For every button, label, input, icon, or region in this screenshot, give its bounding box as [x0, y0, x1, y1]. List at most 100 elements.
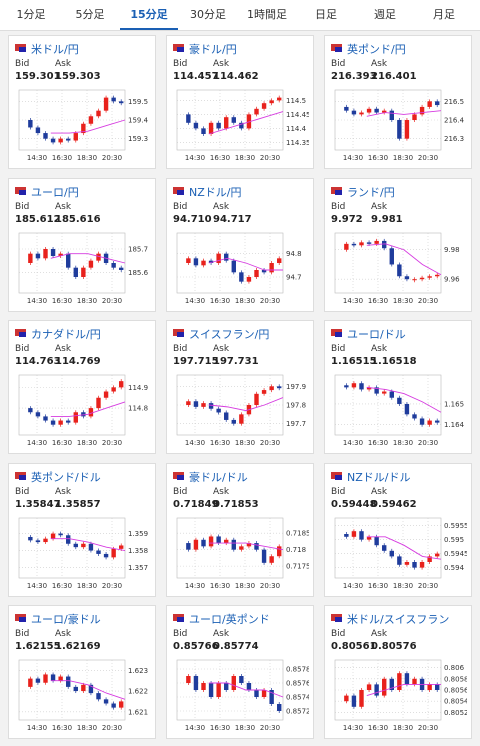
candle	[269, 262, 274, 272]
x-tick-label: 16:30	[210, 297, 230, 305]
candle	[246, 114, 252, 129]
rate-card[interactable]: NZドル/ドル Bid Ask 0.59448 0.59462 0.5955 0.595 0.…	[324, 462, 472, 597]
tab[interactable]: 1時間足	[247, 8, 287, 21]
mini-chart: 114.5 114.45 114.4 114.35 14:30 16:30 18:30 20:…	[176, 89, 309, 162]
mini-chart: 9.98 9.96 14:30 16:30 18:30 20:30	[334, 232, 460, 305]
tab[interactable]: 日足	[315, 8, 337, 21]
flag-icon	[177, 47, 184, 52]
tab[interactable]: 1分足	[16, 8, 46, 21]
pair-title[interactable]: ユーロ/豪ドル	[31, 613, 101, 626]
candle	[382, 110, 387, 113]
x-tick-label: 18:30	[235, 582, 255, 590]
plot-frame	[176, 89, 284, 151]
pair-title[interactable]: 豪ドル/円	[189, 43, 237, 56]
candle	[374, 240, 379, 244]
pair-title[interactable]: 英ポンド/ドル	[31, 470, 101, 484]
candle	[111, 703, 116, 708]
rate-card[interactable]: ユーロ/ドル Bid Ask 1.16515 1.16518 1.165 1.164 14:3…	[324, 320, 472, 454]
y-tick-label: 0.5955	[444, 522, 467, 530]
x-tick-label: 18:30	[393, 297, 413, 305]
flag-icon	[19, 189, 26, 195]
y-tick-label: 0.594	[444, 564, 465, 572]
pair-title[interactable]: 英ポンド/円	[347, 43, 406, 56]
rate-card[interactable]: 豪ドル/円 Bid Ask 114.457 114.462 114.5 114.45 114.…	[166, 35, 314, 169]
x-tick-label: 14:30	[185, 154, 205, 162]
plot-frame	[176, 659, 284, 721]
candle	[254, 542, 259, 550]
tab-bar: 1分足 5分足 15分足 30分足 1時間足 日足 週足 月足	[0, 0, 480, 31]
candle	[35, 253, 41, 258]
rate-card[interactable]: 米ドル/円 Bid Ask 159.301 159.303 159.5 159.4 159.3…	[8, 35, 156, 169]
candle	[208, 122, 214, 134]
candle	[81, 412, 86, 417]
flag-icon	[177, 617, 184, 622]
pair-title[interactable]: 豪ドル/ドル	[189, 470, 248, 484]
pair-title[interactable]: ランド/円	[347, 185, 395, 199]
rate-card[interactable]: ユーロ/円 Bid Ask 185.612 185.616 185.7 185.6 14:30…	[8, 177, 156, 312]
rate-card[interactable]: 米ドル/スイスフラン Bid Ask 0.80561 0.80576 0.806 0.805…	[324, 605, 472, 739]
rate-card[interactable]: 英ポンド/ドル Bid Ask 1.35847 1.35857 1.359 1.358 1.3…	[8, 462, 156, 597]
rate-card[interactable]: ユーロ/英ポンド Bid Ask 0.85766 0.85774 0.8578 0.8576…	[166, 605, 314, 739]
tab[interactable]: 5分足	[75, 8, 105, 21]
ask-label: Ask	[371, 59, 388, 69]
rate-card[interactable]: カナダドル/円 Bid Ask 114.763 114.769 114.9 114.8 14:…	[8, 320, 156, 454]
plot-frame	[334, 517, 442, 578]
x-tick-label: 16:30	[52, 297, 72, 305]
ask-label: Ask	[213, 486, 230, 497]
x-tick-label: 20:30	[260, 724, 280, 732]
pair-title[interactable]: スイスフラン/円	[189, 328, 270, 341]
pair-title[interactable]: 米ドル/スイスフラン	[347, 613, 450, 626]
y-tick-label: 0.7185	[286, 529, 309, 537]
rate-card[interactable]: 豪ドル/ドル Bid Ask 0.71849 0.71853 0.7185 0.718 0.7…	[166, 462, 314, 597]
y-tick-label: 216.4	[444, 117, 465, 125]
candle	[28, 678, 33, 687]
candle	[435, 274, 440, 276]
candle	[224, 412, 229, 420]
candle	[208, 535, 214, 546]
pair-title[interactable]: NZドル/円	[189, 185, 242, 199]
y-tick-label: 1.621	[128, 708, 148, 716]
x-tick-label: 14:30	[27, 439, 47, 447]
x-tick-label: 16:30	[210, 582, 230, 590]
x-tick-label: 14:30	[343, 724, 363, 732]
tab[interactable]: 月足	[433, 8, 455, 21]
pair-title[interactable]: 米ドル/円	[31, 43, 79, 56]
ask-label: Ask	[213, 629, 230, 639]
rate-card[interactable]: スイスフラン/円 Bid Ask 197.715 197.731 197.9 197.8 19…	[166, 320, 314, 454]
x-tick-label: 18:30	[77, 154, 97, 162]
candle	[277, 97, 282, 101]
candle	[359, 530, 364, 540]
x-tick-label: 18:30	[77, 582, 97, 590]
x-tick-label: 20:30	[102, 439, 122, 447]
rate-card[interactable]: 英ポンド/円 Bid Ask 216.393 216.401 216.5 216.4 216.…	[324, 35, 472, 169]
tab[interactable]: 15分足	[120, 0, 178, 30]
bid-label: Bid	[173, 629, 188, 639]
candle	[28, 253, 33, 263]
x-tick-label: 16:30	[368, 439, 388, 447]
pair-title[interactable]: カナダドル/円	[31, 328, 101, 341]
candle	[119, 267, 124, 270]
candle	[344, 243, 349, 250]
x-tick-label: 20:30	[260, 297, 280, 305]
rate-card[interactable]: NZドル/円 Bid Ask 94.710 94.717 94.8 94.7 14:30 16:…	[166, 177, 314, 312]
pair-title[interactable]: NZドル/ドル	[347, 470, 411, 484]
y-tick-label: 9.98	[444, 246, 460, 254]
ask-label: Ask	[371, 344, 388, 354]
x-tick-label: 20:30	[418, 724, 438, 732]
rate-card[interactable]: ユーロ/豪ドル Bid Ask 1.62155 1.62169 1.623 1.622 1.6…	[8, 605, 156, 739]
pair-title[interactable]: ユーロ/ドル	[347, 328, 406, 341]
x-tick-label: 18:30	[393, 724, 413, 732]
pair-title[interactable]: ユーロ/円	[31, 185, 79, 199]
candle	[277, 704, 282, 711]
candle	[35, 678, 41, 683]
rate-card[interactable]: ランド/円 Bid Ask 9.972 9.981 9.98 9.96 14:30 16:30 1…	[324, 177, 472, 312]
tab[interactable]: 週足	[374, 8, 396, 21]
candle	[382, 391, 387, 394]
moving-average	[366, 535, 442, 560]
candle	[96, 693, 101, 700]
bid-value: 1.62155	[15, 641, 61, 652]
candle	[58, 420, 63, 425]
tab[interactable]: 30分足	[190, 8, 226, 21]
pair-title[interactable]: ユーロ/英ポンド	[189, 613, 270, 626]
y-tick-label: 1.623	[128, 667, 148, 675]
